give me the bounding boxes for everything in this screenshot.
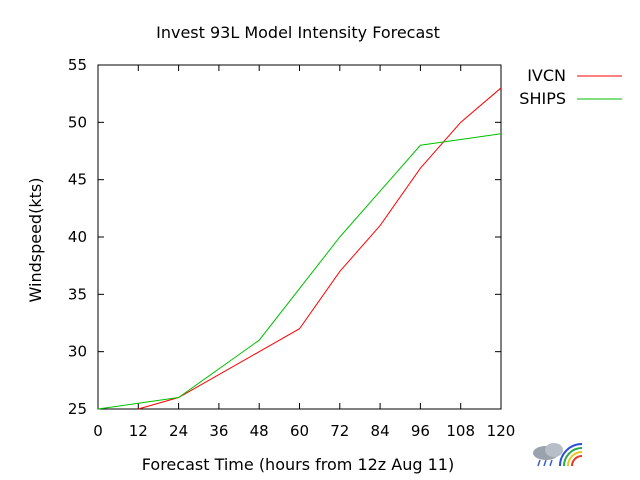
x-tick-label: 108 (446, 422, 475, 440)
legend-label-ships: SHIPS (519, 89, 566, 108)
y-tick-label: 30 (68, 343, 87, 361)
x-tick-label: 36 (209, 422, 228, 440)
y-axis-label: Windspeed(kts) (26, 178, 45, 303)
y-tick-label: 40 (68, 228, 87, 246)
y-axis-ticks: 25 30 35 40 45 50 55 (68, 56, 501, 418)
chart-title: Invest 93L Model Intensity Forecast (156, 23, 440, 42)
series-line-ships (97, 133, 502, 410)
legend-label-ivcn: IVCN (527, 66, 566, 85)
x-tick-label: 120 (487, 422, 516, 440)
y-tick-label: 35 (68, 285, 87, 303)
x-tick-label: 84 (371, 422, 390, 440)
x-tick-label: 24 (169, 422, 188, 440)
series-lines (97, 87, 502, 410)
x-tick-label: 48 (250, 422, 269, 440)
x-axis-ticks: 0 12 24 36 48 60 72 84 96 108 120 (93, 65, 515, 440)
series-line-ivcn (138, 87, 502, 410)
y-tick-label: 55 (68, 56, 87, 74)
weather-logo-icon (533, 443, 583, 467)
x-tick-label: 72 (330, 422, 349, 440)
y-tick-label: 45 (68, 171, 87, 189)
x-tick-label: 60 (290, 422, 309, 440)
plot-frame (97, 64, 502, 410)
x-axis-label: Forecast Time (hours from 12z Aug 11) (142, 455, 454, 474)
legend: IVCN SHIPS (519, 66, 622, 108)
x-tick-label: 12 (129, 422, 148, 440)
y-tick-label: 50 (68, 113, 87, 131)
x-tick-label: 96 (411, 422, 430, 440)
x-tick-label: 0 (93, 422, 103, 440)
y-tick-label: 25 (68, 400, 87, 418)
